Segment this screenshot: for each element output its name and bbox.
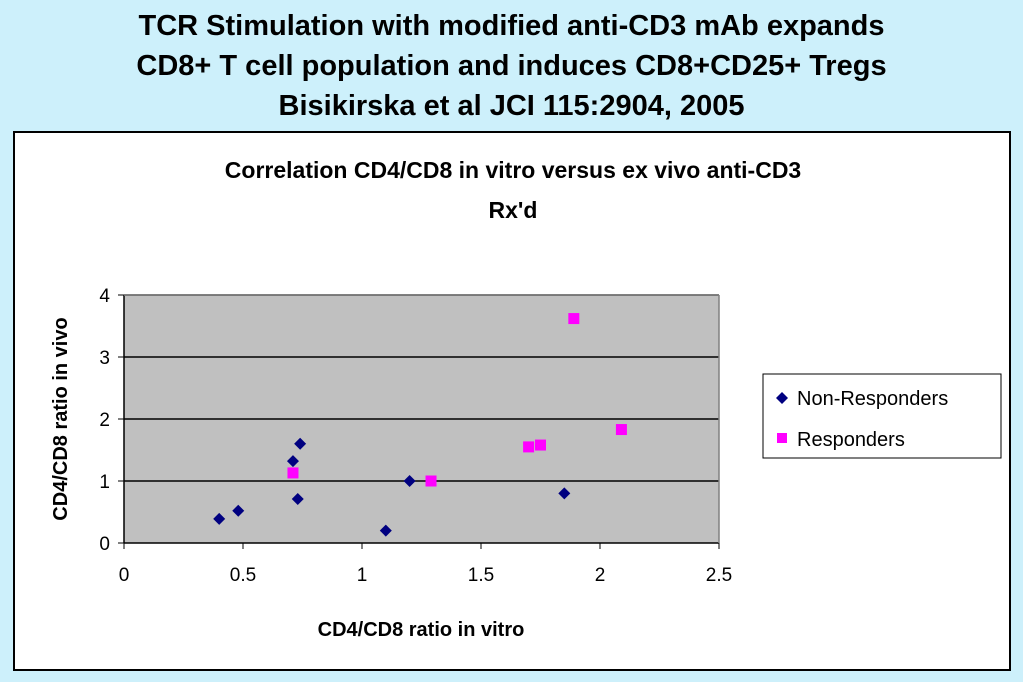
x-tick-label: 0.5 [230,565,256,586]
slide-title: TCR Stimulation with modified anti-CD3 m… [0,6,1023,126]
data-point-non-responders [294,437,307,450]
chart-title-line-1: Correlation CD4/CD8 in vitro versus ex v… [225,157,801,183]
chart-title-line-2: Rx'd [489,197,538,223]
data-point-non-responders [286,455,299,468]
legend: Non-Responders Responders [762,373,1002,459]
data-point-non-responders [379,524,392,537]
legend-label-responders: Responders [797,429,905,451]
data-point-non-responders [558,487,571,500]
y-tick-label: 1 [99,472,110,493]
data-point-non-responders [213,512,226,525]
y-axis-title: CD4/CD8 ratio in vivo [50,317,72,520]
x-tick-label: 0 [119,565,130,586]
slide-title-line-2: CD8+ T cell population and induces CD8+C… [136,50,887,82]
data-point-non-responders [403,475,416,487]
chart-area: Correlation CD4/CD8 in vitro versus ex v… [13,131,1011,671]
data-point-non-responders [291,492,304,505]
legend-box [762,373,1002,459]
axes [118,294,720,549]
data-point-responders [615,424,627,436]
y-tick-label: 0 [99,534,110,555]
data-points [213,313,627,537]
data-point-non-responders [232,504,245,517]
slide-title-line-3: Bisikirska et al JCI 115:2904, 2005 [278,90,745,122]
data-point-responders [535,439,546,451]
legend-label-non-responders: Non-Responders [797,388,948,410]
data-point-responders [425,475,437,487]
data-point-responders [568,313,580,325]
x-axis-title: CD4/CD8 ratio in vitro [318,619,525,641]
data-point-responders [287,467,299,479]
legend-marker-non-responders [776,392,788,404]
legend-marker-responders [777,433,787,443]
data-point-responders [523,441,535,453]
slide-title-line-1: TCR Stimulation with modified anti-CD3 m… [138,10,885,42]
y-tick-label: 3 [99,348,110,369]
x-tick-label: 1 [357,565,368,586]
x-tick-label: 1.5 [468,565,494,586]
x-tick-label: 2.5 [706,565,732,586]
tick-labels: 0 1 2 3 4 0 0.5 1 1.5 2 2.5 [99,286,732,586]
y-tick-label: 4 [99,286,110,307]
scatter-chart: Correlation CD4/CD8 in vitro versus ex v… [50,157,1002,641]
y-tick-label: 2 [99,410,110,431]
x-tick-label: 2 [595,565,606,586]
